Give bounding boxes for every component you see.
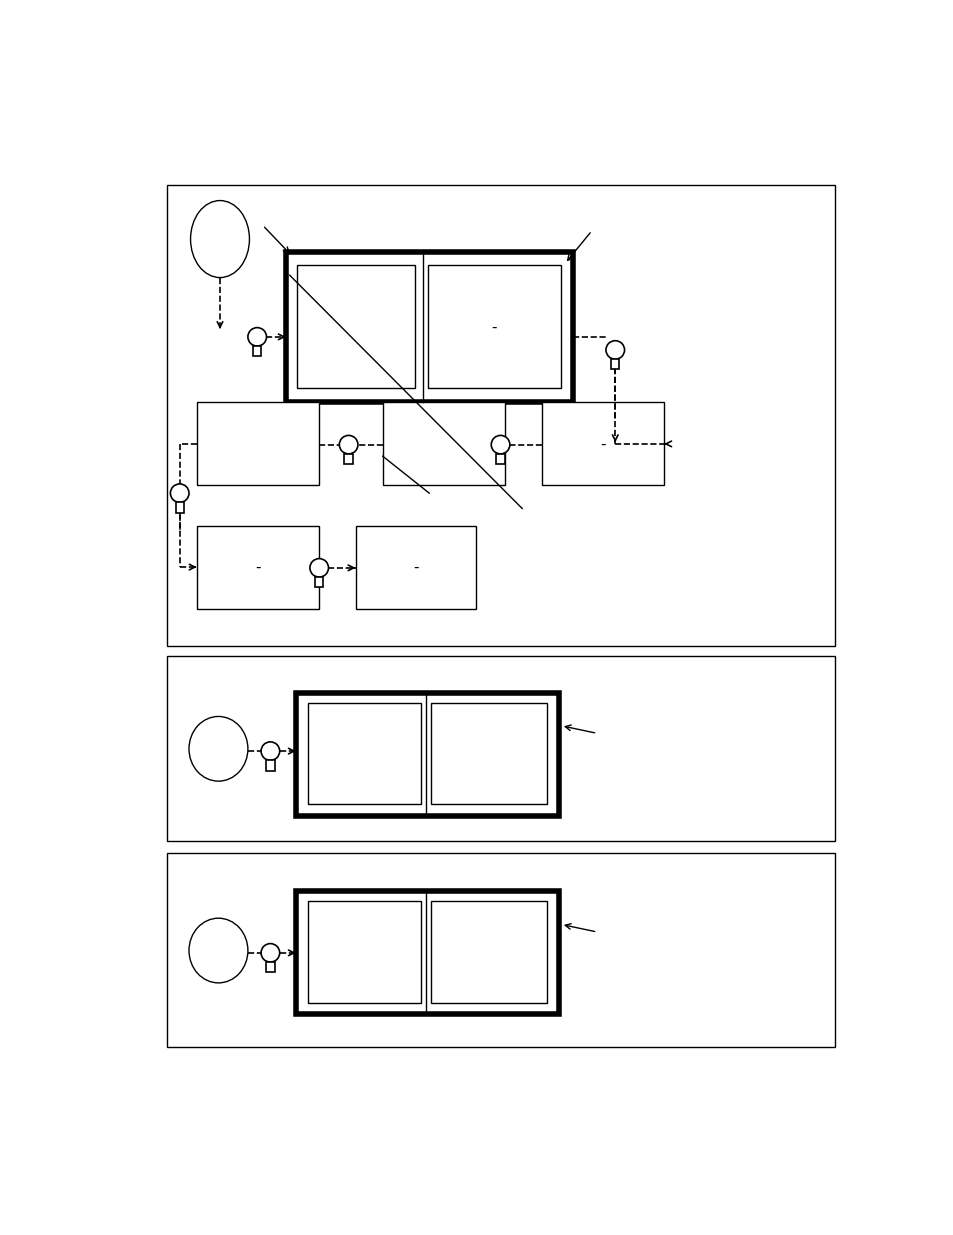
Circle shape: [491, 436, 509, 454]
Bar: [431, 703, 546, 804]
Circle shape: [605, 341, 624, 359]
Circle shape: [261, 944, 279, 962]
Bar: [314, 577, 323, 588]
Bar: [266, 761, 274, 771]
Text: -: -: [599, 436, 605, 451]
Bar: [382, 403, 505, 485]
Ellipse shape: [189, 716, 248, 782]
Bar: [611, 359, 618, 369]
Ellipse shape: [189, 918, 248, 983]
Bar: [295, 892, 558, 1014]
Bar: [297, 266, 415, 389]
Bar: [295, 693, 558, 816]
Bar: [167, 852, 835, 1047]
Bar: [355, 526, 476, 609]
Bar: [266, 962, 274, 972]
Bar: [175, 503, 184, 513]
Circle shape: [171, 484, 189, 503]
Bar: [196, 526, 319, 609]
Bar: [496, 454, 504, 464]
Bar: [308, 902, 421, 1003]
Circle shape: [339, 436, 357, 454]
Bar: [196, 403, 319, 485]
Circle shape: [248, 327, 266, 346]
Circle shape: [261, 742, 279, 761]
Bar: [541, 403, 663, 485]
Bar: [427, 266, 560, 389]
Bar: [167, 656, 835, 841]
Bar: [308, 703, 421, 804]
Text: -: -: [255, 559, 260, 574]
Circle shape: [310, 558, 328, 577]
Text: -: -: [491, 320, 497, 335]
Bar: [167, 185, 835, 646]
Bar: [286, 252, 572, 403]
Bar: [253, 346, 261, 356]
Ellipse shape: [191, 200, 249, 278]
Bar: [431, 902, 546, 1003]
Bar: [344, 454, 353, 464]
Text: -: -: [413, 559, 418, 574]
